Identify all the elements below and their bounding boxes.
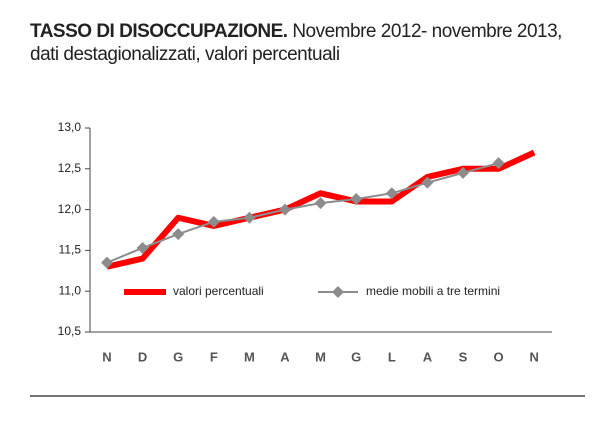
x-tick-label: D xyxy=(138,349,147,364)
marker xyxy=(136,241,149,254)
chart-title: TASSO DI DISOCCUPAZIONE. xyxy=(30,21,288,42)
y-tick-label: 10,5 xyxy=(58,324,82,338)
marker xyxy=(385,187,398,200)
y-tick-label: 11,5 xyxy=(59,243,82,257)
marker xyxy=(243,211,256,224)
x-tick-label: G xyxy=(351,349,361,364)
y-tick-label: 12,5 xyxy=(58,161,82,175)
marker xyxy=(314,197,327,210)
x-tick-label: G xyxy=(173,349,183,364)
x-tick-label: M xyxy=(244,349,255,364)
x-tick-label: O xyxy=(494,349,504,364)
legend-label: medie mobili a tre termini xyxy=(366,284,500,298)
y-tick-label: 11,0 xyxy=(59,283,82,297)
x-tick-label: A xyxy=(280,349,290,364)
legend-label: valori percentuali xyxy=(173,284,264,298)
marker xyxy=(421,176,434,189)
legend-marker xyxy=(332,286,344,298)
series-line xyxy=(106,149,536,270)
x-tick-label: F xyxy=(210,349,218,364)
x-tick-label: A xyxy=(423,349,433,364)
marker xyxy=(172,228,185,241)
series-line xyxy=(106,162,499,264)
chart-subtitle: Novembre 2012- novembre 2013, dati desta… xyxy=(30,21,562,65)
marker xyxy=(101,256,113,269)
x-tick-label: N xyxy=(530,349,539,364)
marker xyxy=(207,215,220,228)
y-tick-label: 13,0 xyxy=(58,120,82,134)
x-tick-label: N xyxy=(102,349,111,364)
x-tick-label: S xyxy=(459,349,468,364)
header: TASSO DI DISOCCUPAZIONE. Novembre 2012- … xyxy=(30,20,590,66)
marker xyxy=(492,157,505,170)
marker xyxy=(457,166,469,179)
y-tick-label: 12,0 xyxy=(58,202,82,216)
x-tick-label: L xyxy=(388,349,396,364)
marker xyxy=(350,192,363,205)
x-tick-label: M xyxy=(315,349,326,364)
marker xyxy=(279,203,291,216)
